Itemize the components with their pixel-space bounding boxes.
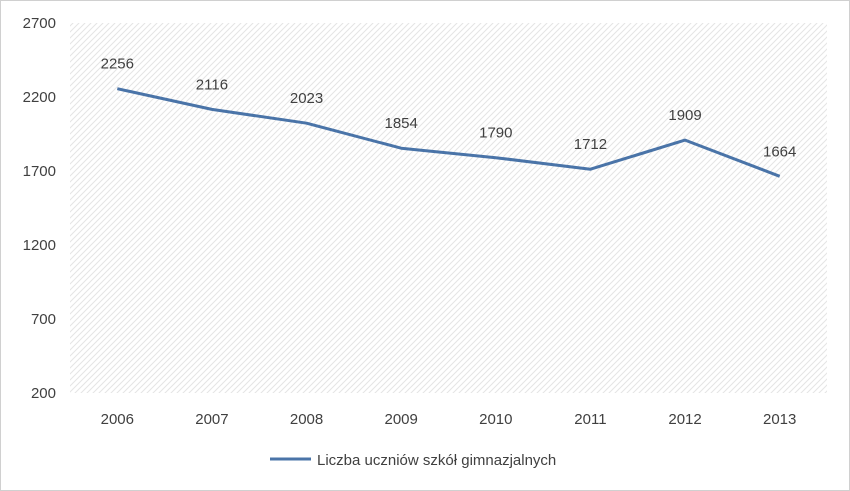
legend-label: Liczba uczniów szkół gimnazjalnych <box>317 452 556 469</box>
data-label: 2023 <box>290 90 323 107</box>
x-axis: 2006 2007 2008 2009 2010 2011 2012 2013 <box>101 411 797 428</box>
y-tick-label: 1700 <box>23 163 56 180</box>
y-tick-label: 1200 <box>23 237 56 254</box>
data-label: 1664 <box>763 143 796 160</box>
x-tick-label: 2012 <box>668 411 701 428</box>
y-axis: 200 700 1200 1700 2200 2700 <box>23 15 56 402</box>
legend: Liczba uczniów szkół gimnazjalnych <box>270 452 556 469</box>
y-tick-label: 200 <box>31 385 56 402</box>
x-tick-label: 2010 <box>479 411 512 428</box>
x-tick-label: 2006 <box>101 411 134 428</box>
series-group: 2256 2116 2023 1854 1790 1712 1909 1664 <box>101 56 796 178</box>
data-label: 1909 <box>668 107 701 124</box>
data-label: 1790 <box>479 125 512 142</box>
y-tick-label: 2200 <box>23 89 56 106</box>
data-label: 2116 <box>196 76 228 93</box>
x-tick-label: 2007 <box>195 411 228 428</box>
y-tick-label: 700 <box>31 311 56 328</box>
data-label: 1854 <box>385 115 418 132</box>
x-tick-label: 2011 <box>574 411 606 428</box>
x-tick-label: 2008 <box>290 411 323 428</box>
data-label: 1712 <box>574 136 607 153</box>
series-line <box>116 87 781 178</box>
x-tick-label: 2009 <box>385 411 418 428</box>
data-label: 2256 <box>101 56 134 73</box>
x-tick-label: 2013 <box>763 411 796 428</box>
plot-area <box>70 23 827 393</box>
y-tick-label: 2700 <box>23 15 56 32</box>
